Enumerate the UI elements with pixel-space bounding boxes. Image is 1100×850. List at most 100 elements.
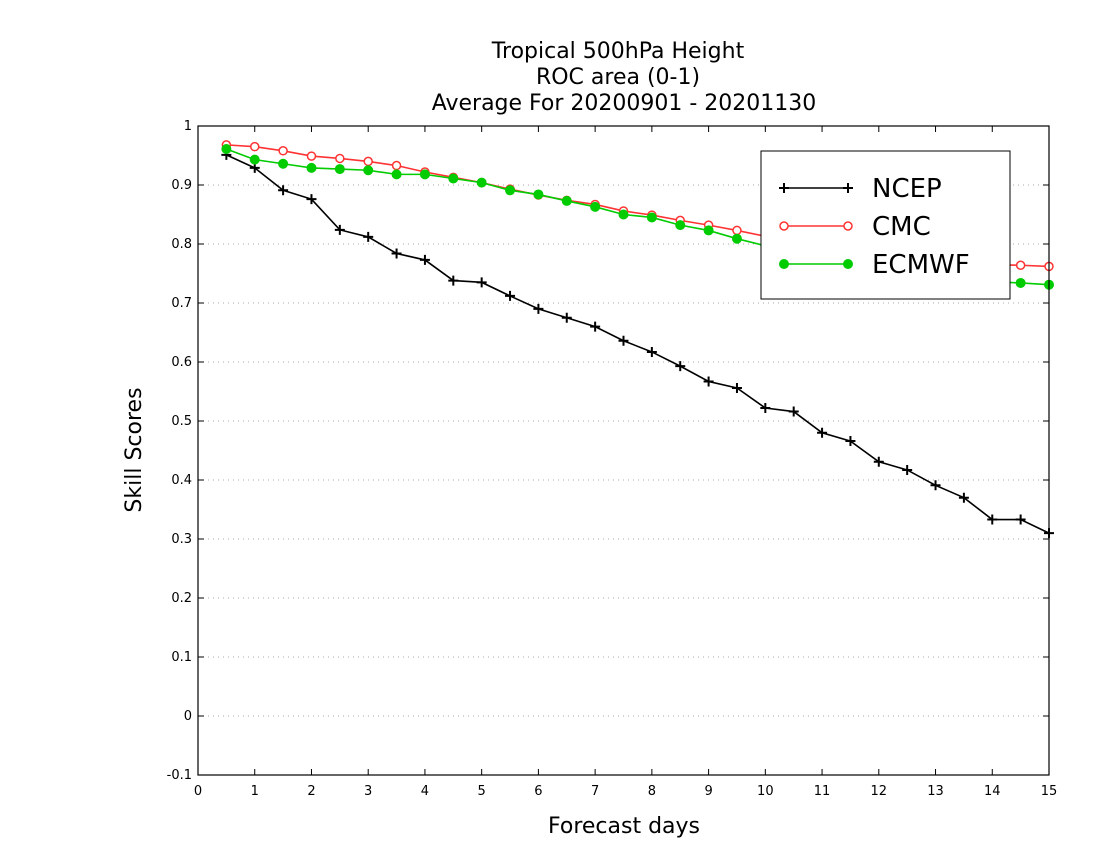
ncep-point <box>476 277 487 288</box>
x-axis-ticks: 0 1 2 3 4 5 6 7 8 9 10 11 12 13 14 15 <box>194 126 1057 799</box>
y-tick-label: 0.8 <box>171 237 192 252</box>
y-tick-label: 0 <box>184 709 192 724</box>
legend-marker-cmc <box>779 221 789 231</box>
y-axis-label: Skill Scores <box>122 387 147 512</box>
ncep-line <box>226 154 1050 534</box>
ncep-point <box>930 480 941 491</box>
x-tick-label: 6 <box>534 784 542 799</box>
x-tick-label: 9 <box>704 784 712 799</box>
legend-marker-cmc <box>843 221 853 231</box>
ncep-point <box>902 464 913 475</box>
cmc-point <box>278 146 288 156</box>
legend-marker-ncep <box>843 183 853 193</box>
ncep-point <box>533 303 544 314</box>
ecmwf-point <box>646 212 657 223</box>
x-tick-label: 7 <box>591 784 599 799</box>
ncep-point <box>278 185 289 196</box>
ncep-point <box>618 335 629 346</box>
ecmwf-point <box>533 189 544 200</box>
x-tick-label: 5 <box>478 784 486 799</box>
ecmwf-point <box>561 195 572 206</box>
ncep-point <box>419 254 430 265</box>
plot-frame <box>197 125 1050 776</box>
ecmwf-point <box>306 162 317 173</box>
ecmwf-point <box>249 154 260 165</box>
x-tick-label: 14 <box>984 784 1001 799</box>
chart-title-line-1: Tropical 500hPa Height <box>491 39 745 64</box>
ncep-point <box>675 361 686 372</box>
ncep-point <box>760 403 771 414</box>
ncep-point <box>505 290 516 301</box>
ncep-point <box>873 456 884 467</box>
y-tick-label: 0.6 <box>171 355 192 370</box>
x-tick-label: 11 <box>814 784 831 799</box>
x-tick-label: 8 <box>648 784 656 799</box>
cmc-point <box>335 153 345 164</box>
ecmwf-point <box>363 165 374 176</box>
x-axis-label: Forecast days <box>548 814 700 839</box>
cmc-point <box>249 141 260 152</box>
grid-lines <box>198 184 1049 717</box>
cmc-point <box>732 225 742 236</box>
ncep-point <box>334 224 345 235</box>
y-tick-label: 0.3 <box>171 532 192 547</box>
ecmwf-point <box>1015 277 1026 288</box>
ncep-point <box>391 248 402 259</box>
ncep-point <box>817 427 828 438</box>
x-tick-label: 13 <box>927 784 944 799</box>
legend-label-ncep: NCEP <box>872 174 942 204</box>
ecmwf-point <box>590 201 601 212</box>
cmc-point <box>363 156 373 167</box>
ncep-point <box>306 194 317 205</box>
ecmwf-point <box>334 164 345 175</box>
ncep-point <box>958 492 969 503</box>
cmc-point <box>1015 260 1026 270</box>
y-tick-label: 0.4 <box>171 473 192 488</box>
ncep-point <box>590 321 601 332</box>
legend-item-ecmwf: ECMWF <box>779 250 970 280</box>
chart-title-line-2: ROC area (0-1) <box>536 65 700 90</box>
ecmwf-point <box>505 185 516 196</box>
y-tick-label: 0.9 <box>171 178 192 193</box>
x-tick-label: 12 <box>871 784 888 799</box>
ncep-point <box>703 376 714 387</box>
ncep-point <box>987 514 998 525</box>
legend-item-ncep: NCEP <box>779 174 942 204</box>
legend-label-cmc: CMC <box>872 212 931 242</box>
y-tick-label: -0.1 <box>167 768 192 783</box>
ecmwf-point <box>731 233 742 244</box>
ecmwf-point <box>448 173 459 184</box>
ncep-point <box>845 436 856 447</box>
x-tick-label: 4 <box>421 784 429 799</box>
ncep-point <box>1015 514 1026 525</box>
cmc-point <box>391 160 402 171</box>
ecmwf-point <box>675 220 686 231</box>
ecmwf-point <box>221 144 232 155</box>
cmc-point <box>306 151 317 161</box>
legend-item-cmc: CMC <box>779 212 931 242</box>
legend-label-ecmwf: ECMWF <box>872 250 970 280</box>
ncep-point <box>448 275 459 286</box>
ncep-point <box>561 312 572 323</box>
ecmwf-point <box>476 177 487 188</box>
x-tick-label: 3 <box>364 784 372 799</box>
y-tick-label: 0.2 <box>171 591 192 606</box>
legend-marker-ecmwf <box>779 259 789 269</box>
legend-marker-ecmwf <box>843 259 853 269</box>
x-tick-label: 2 <box>307 784 315 799</box>
ecmwf-point <box>391 169 402 180</box>
y-tick-label: 1 <box>184 119 192 134</box>
chart-title-line-3: Average For 20200901 - 20201130 <box>432 91 817 116</box>
x-tick-label: 10 <box>757 784 774 799</box>
legend: NCEP CMC ECMWF <box>760 150 1011 300</box>
ncep-point <box>363 231 374 242</box>
legend-box <box>760 150 1011 300</box>
y-axis-ticks: -0.1 0 0.1 0.2 0.3 0.4 0.5 0.6 0.7 0.8 0.9 1 <box>167 119 1049 783</box>
y-tick-label: 0.1 <box>171 650 192 665</box>
x-tick-label: 15 <box>1041 784 1058 799</box>
ncep-point <box>646 346 657 357</box>
legend-marker-ncep <box>779 183 789 193</box>
x-tick-label: 1 <box>251 784 259 799</box>
ecmwf-point <box>618 209 629 220</box>
